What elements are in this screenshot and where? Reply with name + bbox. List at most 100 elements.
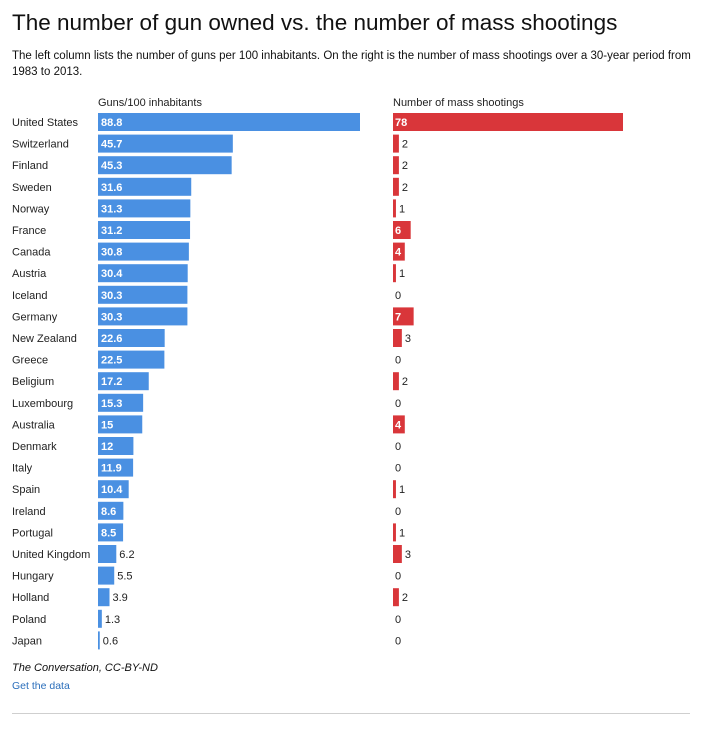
bottom-divider <box>12 713 690 714</box>
get-data-link[interactable]: Get the data <box>12 680 70 692</box>
country-label: Sweden <box>12 182 52 194</box>
shootings-value-label: 6 <box>395 225 401 237</box>
shootings-value-label: 2 <box>402 139 408 151</box>
guns-value-label: 15 <box>101 419 113 431</box>
guns-value-label: 11.9 <box>101 463 122 475</box>
guns-value-label: 3.9 <box>113 592 128 604</box>
country-label: Norway <box>12 203 50 215</box>
country-label: Spain <box>12 484 40 496</box>
country-label: Australia <box>12 419 56 431</box>
country-label: Iceland <box>12 290 47 302</box>
shootings-bar <box>393 156 399 175</box>
shootings-bar <box>393 242 405 261</box>
shootings-value-label: 0 <box>395 355 401 367</box>
country-label: Hungary <box>12 571 54 583</box>
guns-value-label: 12 <box>101 441 113 453</box>
shootings-value-label: 4 <box>395 419 402 431</box>
guns-bar <box>98 221 191 239</box>
shootings-value-label: 0 <box>395 614 401 626</box>
shootings-bar <box>393 177 399 196</box>
shootings-bar <box>393 199 396 218</box>
country-label: Greece <box>12 355 48 367</box>
guns-value-label: 8.6 <box>101 506 116 518</box>
guns-bar <box>98 242 189 261</box>
country-label: Japan <box>12 635 42 647</box>
guns-bar <box>98 372 149 391</box>
guns-bar <box>98 545 117 563</box>
country-label: Portugal <box>12 527 53 539</box>
guns-bar <box>98 631 100 650</box>
country-label: New Zealand <box>12 333 77 345</box>
guns-bar <box>98 588 110 607</box>
shootings-bar <box>393 415 405 434</box>
country-label: Finland <box>12 160 48 172</box>
guns-value-label: 22.6 <box>101 333 122 345</box>
shootings-value-label: 3 <box>405 549 411 561</box>
shootings-value-label: 1 <box>399 484 405 496</box>
shootings-bar <box>393 545 402 563</box>
guns-bar <box>98 480 129 499</box>
shootings-value-label: 7 <box>395 311 401 323</box>
guns-value-label: 30.8 <box>101 247 122 259</box>
shootings-value-label: 2 <box>402 592 408 604</box>
source-credit: The Conversation, CC-BY-ND <box>12 662 158 674</box>
country-label: Austria <box>12 268 47 280</box>
shootings-bar <box>393 134 399 153</box>
guns-value-label: 31.6 <box>101 182 122 194</box>
guns-bar <box>98 566 115 585</box>
shootings-value-label: 1 <box>399 527 405 539</box>
guns-value-label: 5.5 <box>117 571 132 583</box>
guns-bar <box>98 393 144 412</box>
guns-bar <box>98 458 134 477</box>
guns-bar <box>98 609 102 628</box>
guns-value-label: 8.5 <box>101 527 116 539</box>
shootings-bar <box>393 523 396 542</box>
shootings-bar <box>393 372 399 391</box>
guns-value-label: 30.4 <box>101 268 123 280</box>
country-label: Luxembourg <box>12 398 73 410</box>
guns-value-label: 0.6 <box>103 635 118 647</box>
shootings-column-header: Number of mass shootings <box>393 97 524 109</box>
comparison-bar-chart: United States 88.8 78 Switzerland 45.7 2 Finla… <box>12 113 623 650</box>
shootings-bar <box>393 264 396 283</box>
shootings-value-label: 1 <box>399 268 405 280</box>
guns-value-label: 22.5 <box>101 355 122 367</box>
shootings-value-label: 0 <box>395 398 401 410</box>
country-label: France <box>12 225 46 237</box>
guns-value-label: 30.3 <box>101 290 122 302</box>
guns-bar <box>98 329 165 347</box>
chart-title: The number of gun owned vs. the number o… <box>12 10 618 35</box>
country-label: Germany <box>12 311 58 323</box>
country-label: United States <box>12 117 79 129</box>
guns-bar <box>98 307 188 326</box>
shootings-value-label: 0 <box>395 571 401 583</box>
country-label: Italy <box>12 463 33 475</box>
guns-value-label: 45.3 <box>101 160 122 172</box>
shootings-value-label: 3 <box>405 333 411 345</box>
country-label: Canada <box>12 247 51 259</box>
guns-value-label: 45.7 <box>101 139 122 151</box>
guns-bar <box>98 113 360 131</box>
shootings-value-label: 2 <box>402 160 408 172</box>
guns-value-label: 31.3 <box>101 203 122 215</box>
guns-value-label: 15.3 <box>101 398 122 410</box>
chart-subtitle: The left column lists the number of guns… <box>12 50 691 78</box>
guns-value-label: 88.8 <box>101 117 122 129</box>
country-label: Switzerland <box>12 139 69 151</box>
guns-bar <box>98 199 191 218</box>
country-label: Ireland <box>12 506 46 518</box>
shootings-value-label: 0 <box>395 506 401 518</box>
shootings-value-label: 0 <box>395 290 401 302</box>
guns-value-label: 10.4 <box>101 484 123 496</box>
guns-bar <box>98 350 165 369</box>
guns-bar <box>98 437 134 455</box>
shootings-value-label: 0 <box>395 463 401 475</box>
guns-value-label: 6.2 <box>119 549 134 561</box>
shootings-value-label: 1 <box>399 203 405 215</box>
shootings-value-label: 2 <box>402 376 408 388</box>
country-label: Denmark <box>12 441 57 453</box>
guns-bar <box>98 264 188 283</box>
shootings-bar <box>393 113 623 131</box>
shootings-value-label: 2 <box>402 182 408 194</box>
guns-bar <box>98 501 124 520</box>
